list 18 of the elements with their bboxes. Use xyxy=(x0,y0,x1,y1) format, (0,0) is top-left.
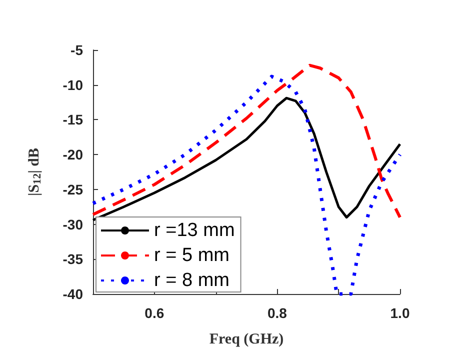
legend-label: r = 5 mm xyxy=(154,245,230,266)
y-tick-label: -20 xyxy=(62,146,84,163)
y-tick-label: -10 xyxy=(62,76,84,93)
y-tick-label: -5 xyxy=(70,42,84,58)
legend-label: r =13 mm xyxy=(154,220,235,241)
legend-label: r = 8 mm xyxy=(154,270,230,291)
line-series xyxy=(92,96,402,222)
y-tick-label: -40 xyxy=(62,286,84,302)
x-tick-label: 0.6 xyxy=(144,305,164,321)
y-axis-title: |S12| dB xyxy=(26,148,44,196)
x-axis-title: Freq (GHz) xyxy=(209,332,284,348)
y-tick-label: -15 xyxy=(62,112,84,128)
y-tick-label: -35 xyxy=(62,251,84,268)
x-tick-label: 0.8 xyxy=(267,305,288,321)
y-tick-label: -30 xyxy=(62,216,84,232)
x-tick-label: 1.0 xyxy=(390,305,410,321)
y-tick-label: -25 xyxy=(62,181,84,198)
line-series xyxy=(92,64,402,219)
